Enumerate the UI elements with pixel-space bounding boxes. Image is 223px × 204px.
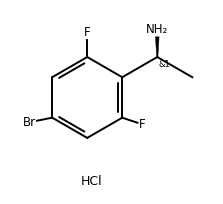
Polygon shape: [155, 38, 159, 58]
Text: NH₂: NH₂: [146, 23, 168, 35]
Text: F: F: [84, 26, 91, 39]
Text: Br: Br: [23, 115, 36, 128]
Text: &1: &1: [159, 60, 171, 69]
Text: HCl: HCl: [81, 174, 102, 187]
Text: F: F: [139, 117, 145, 130]
